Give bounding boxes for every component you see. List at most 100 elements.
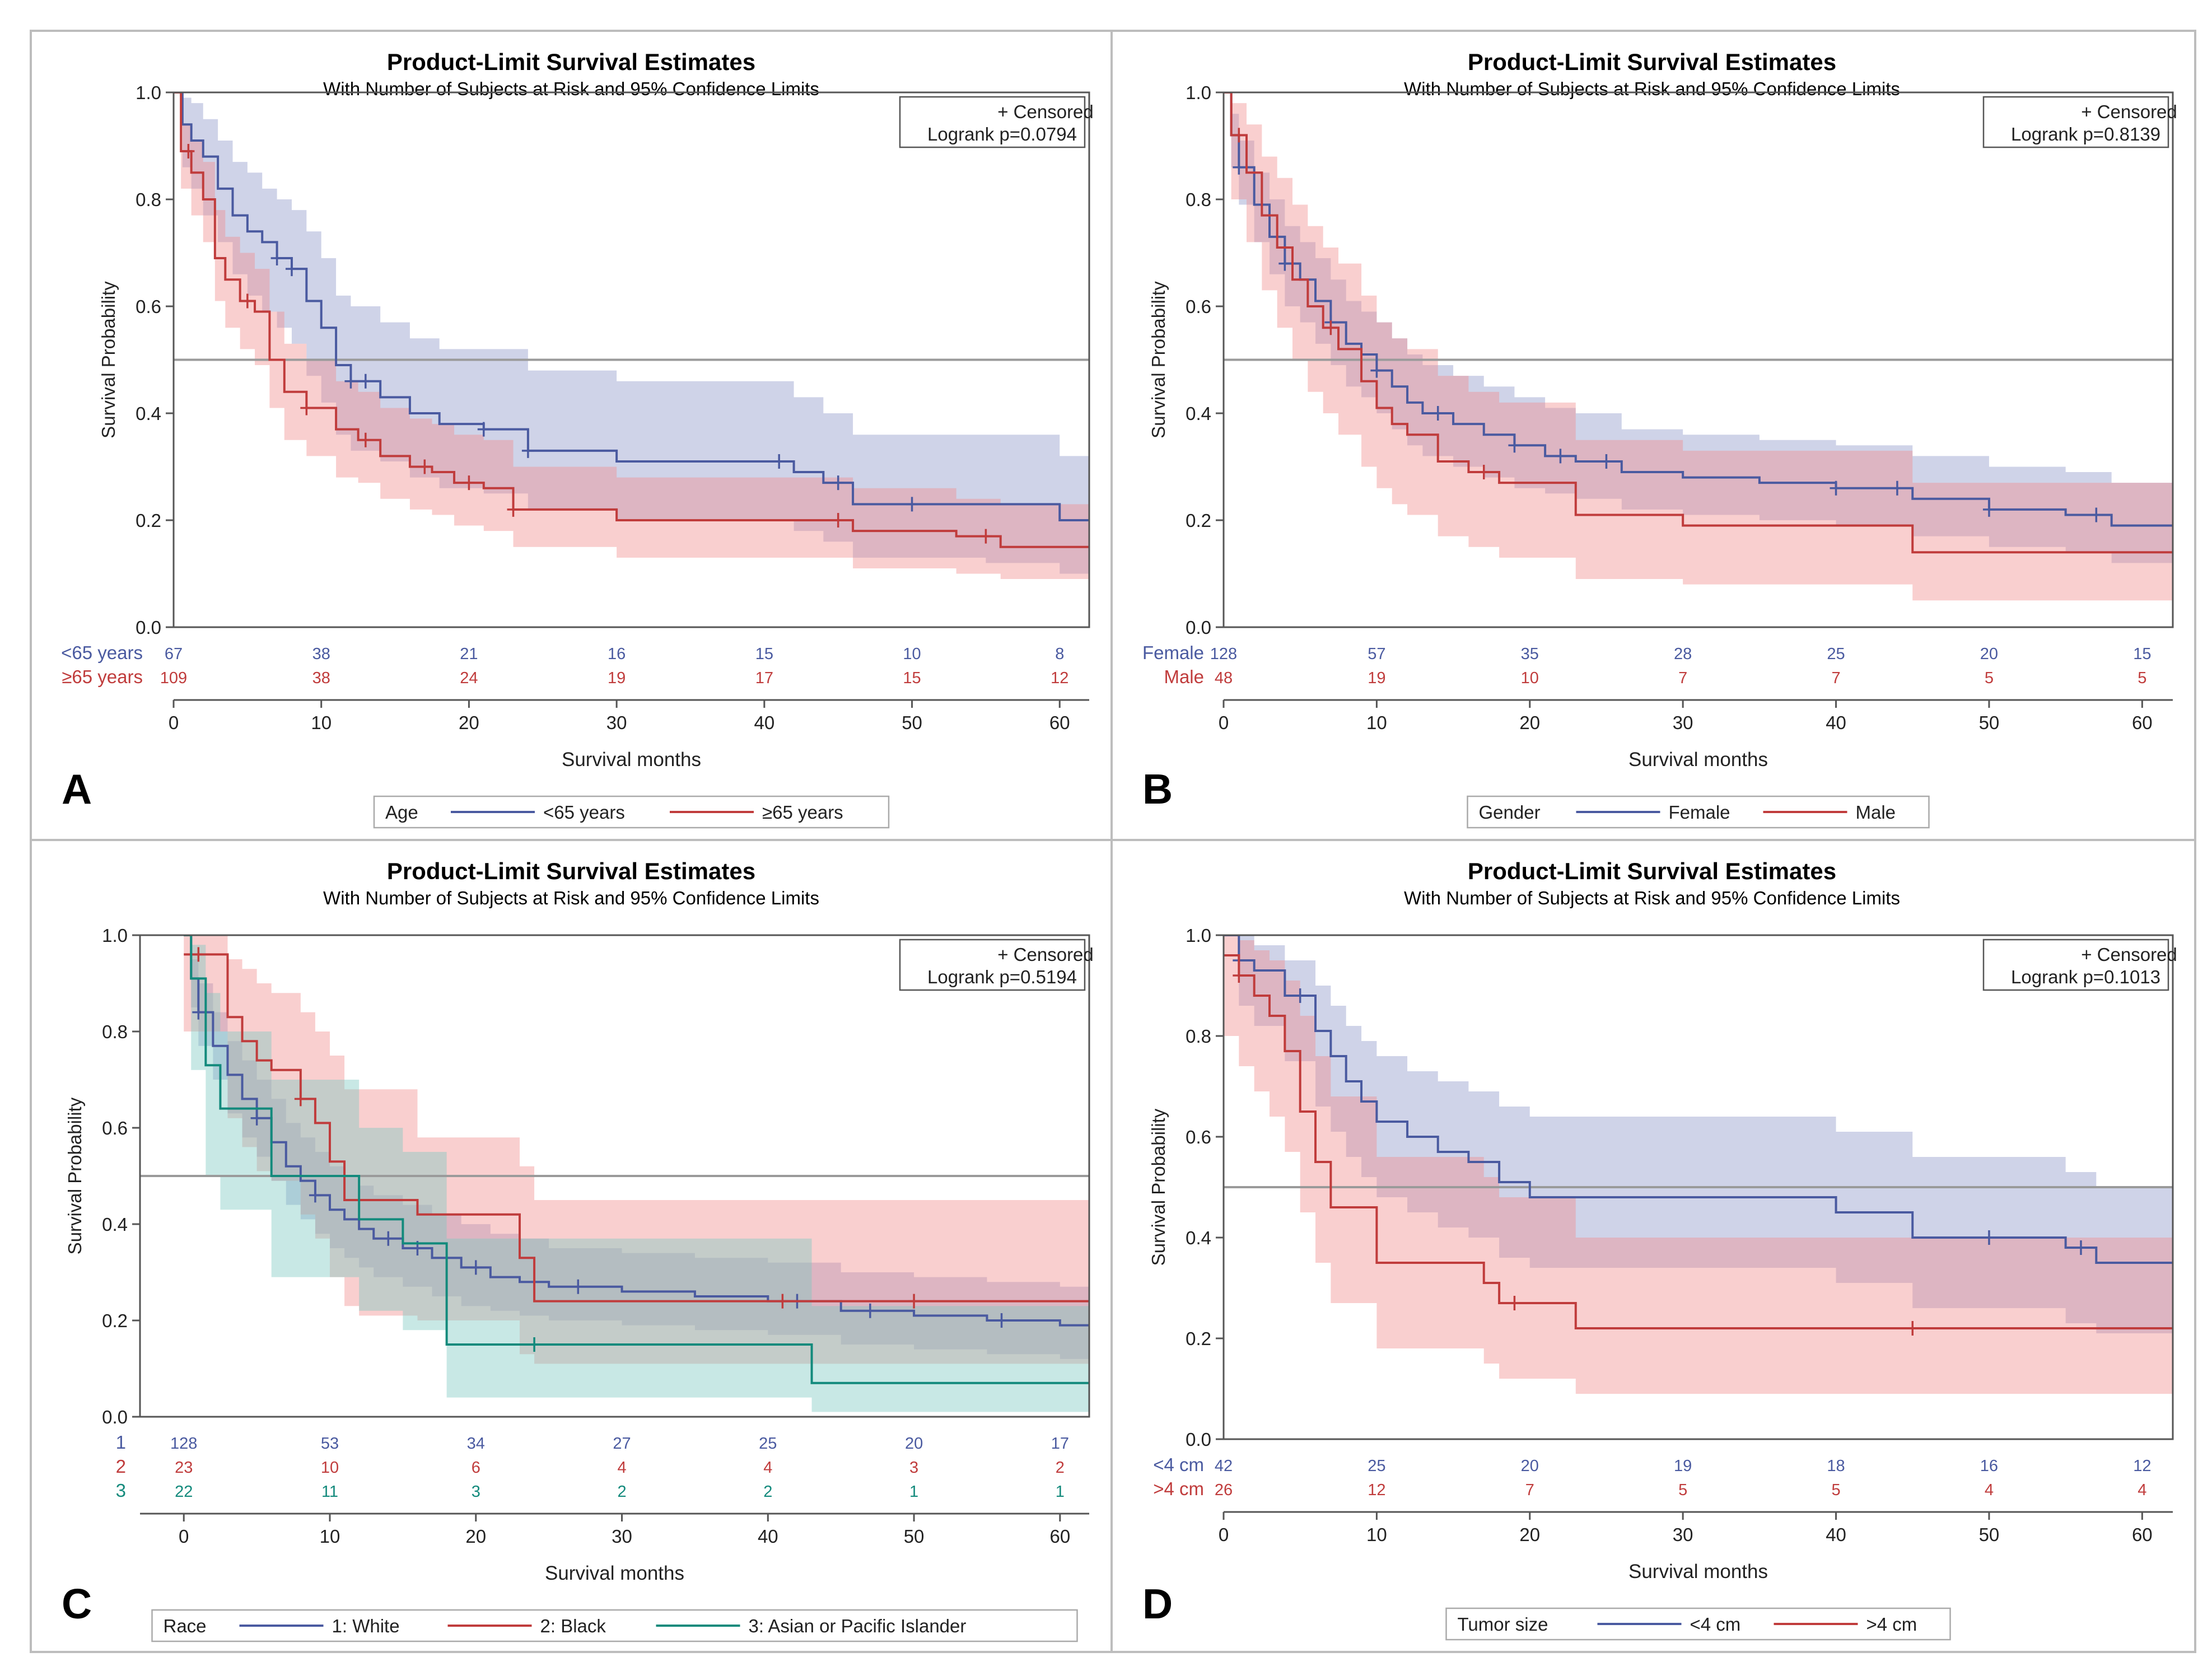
risk-count: 128 bbox=[1210, 645, 1237, 663]
censor-mark bbox=[995, 1313, 1008, 1328]
censor-mark bbox=[1233, 128, 1245, 143]
confidence-band-3 bbox=[184, 935, 1089, 1412]
risk-count: 4 bbox=[2138, 1481, 2146, 1499]
x-tick-label: 30 bbox=[606, 712, 627, 733]
legend-label: <65 years bbox=[543, 802, 625, 823]
risk-count: 5 bbox=[1985, 669, 1994, 687]
risk-count: 15 bbox=[2133, 645, 2151, 663]
plot-frame bbox=[1222, 934, 2174, 1440]
risk-count: 38 bbox=[312, 669, 330, 687]
y-tick-label: 0.8 bbox=[102, 1021, 128, 1042]
legend-title: Tumor size bbox=[1458, 1614, 1548, 1635]
risk-count: 3 bbox=[909, 1459, 918, 1477]
risk-count: 7 bbox=[1678, 669, 1687, 687]
inset-box bbox=[899, 939, 1086, 991]
survival-curve-2 bbox=[174, 92, 1089, 548]
legend-box bbox=[373, 795, 890, 829]
x-tick-label: 50 bbox=[1979, 712, 2000, 733]
y-axis-label: Survival Probability bbox=[1148, 1108, 1169, 1266]
risk-count: 24 bbox=[460, 669, 478, 687]
y-axis-label: Survival Probability bbox=[64, 1097, 85, 1254]
plot-frame bbox=[172, 91, 1090, 628]
risk-count: 57 bbox=[1368, 645, 1385, 663]
panel-letter: C bbox=[62, 1580, 92, 1627]
plot-frame bbox=[1222, 91, 2174, 628]
chart-subtitle: With Number of Subjects at Risk and 95% … bbox=[1404, 888, 1900, 908]
y-tick-label: 0.4 bbox=[136, 403, 161, 424]
legend-box bbox=[1467, 795, 1930, 829]
censor-mark bbox=[182, 144, 195, 159]
panel-b: Product-Limit Survival Estimates With Num… bbox=[1142, 49, 2177, 829]
x-tick-label: 20 bbox=[459, 712, 479, 733]
risk-count: 5 bbox=[1678, 1481, 1687, 1499]
risk-count: 109 bbox=[160, 669, 187, 687]
risk-count: 20 bbox=[905, 1435, 923, 1453]
risk-row-label: Female bbox=[1142, 642, 1204, 663]
plot-area bbox=[1224, 92, 2173, 601]
logrank-pvalue: Logrank p=0.8139 bbox=[2011, 124, 2160, 144]
legend-label: Male bbox=[1856, 802, 1896, 823]
censor-mark bbox=[250, 1110, 263, 1126]
confidence-band-2 bbox=[184, 935, 1089, 1364]
logrank-pvalue: Logrank p=0.1013 bbox=[2011, 967, 2160, 987]
risk-count: 16 bbox=[1980, 1457, 1998, 1475]
censor-mark bbox=[1906, 1321, 1919, 1336]
x-tick-label: 30 bbox=[612, 1526, 632, 1547]
censor-mark bbox=[1508, 1296, 1521, 1310]
x-tick-label: 30 bbox=[1673, 1524, 1693, 1545]
risk-count: 23 bbox=[175, 1459, 193, 1477]
risk-count: 27 bbox=[613, 1435, 631, 1453]
risk-count: 1 bbox=[1056, 1483, 1065, 1501]
risk-count: 42 bbox=[1215, 1457, 1233, 1475]
risk-count: 5 bbox=[1831, 1481, 1840, 1499]
risk-count: 21 bbox=[460, 645, 478, 663]
risk-count: 2 bbox=[1056, 1459, 1065, 1477]
x-tick-label: 10 bbox=[311, 712, 332, 733]
chart-title: Product-Limit Survival Estimates bbox=[1468, 858, 1836, 884]
censor-mark bbox=[359, 374, 372, 389]
risk-count: 19 bbox=[1674, 1457, 1692, 1475]
y-tick-label: 1.0 bbox=[136, 82, 161, 103]
chart-title: Product-Limit Survival Estimates bbox=[387, 49, 755, 75]
chart-subtitle: With Number of Subjects at Risk and 95% … bbox=[1404, 78, 1900, 99]
x-axis-label: Survival months bbox=[1628, 1561, 1768, 1583]
risk-count: 15 bbox=[903, 669, 921, 687]
censor-mark bbox=[908, 1294, 921, 1309]
survival-curve-1 bbox=[1224, 935, 2173, 1264]
censor-mark bbox=[359, 432, 372, 447]
censored-note: + Censored bbox=[997, 944, 1094, 965]
logrank-pvalue: Logrank p=0.0794 bbox=[927, 124, 1077, 144]
censor-mark bbox=[270, 251, 283, 266]
legend-title: Age bbox=[385, 802, 418, 823]
risk-count: 5 bbox=[2138, 669, 2146, 687]
risk-count: 12 bbox=[1368, 1481, 1385, 1499]
x-tick-label: 0 bbox=[1219, 1524, 1229, 1545]
x-tick-label: 20 bbox=[1519, 712, 1540, 733]
censor-mark bbox=[192, 1005, 205, 1020]
y-tick-label: 0.8 bbox=[136, 189, 161, 210]
risk-row-label: 1 bbox=[116, 1432, 126, 1453]
censor-mark bbox=[1600, 454, 1613, 469]
censor-mark bbox=[477, 422, 490, 437]
legend-label: Female bbox=[1669, 802, 1730, 823]
legend-box bbox=[1445, 1607, 1951, 1641]
x-tick-label: 0 bbox=[1219, 712, 1229, 733]
censor-mark bbox=[2074, 1240, 2087, 1255]
risk-count: 17 bbox=[755, 669, 773, 687]
y-tick-label: 0.0 bbox=[136, 617, 161, 638]
risk-count: 4 bbox=[763, 1459, 772, 1477]
risk-row-label: ≥65 years bbox=[62, 666, 143, 687]
y-tick-label: 1.0 bbox=[102, 925, 128, 946]
figure-frame bbox=[30, 30, 2196, 1653]
censor-mark bbox=[418, 459, 431, 474]
confidence-band-1 bbox=[1224, 92, 2173, 563]
risk-count: 11 bbox=[321, 1483, 338, 1501]
censor-mark bbox=[773, 454, 786, 469]
x-tick-label: 60 bbox=[2132, 712, 2153, 733]
x-tick-label: 10 bbox=[1366, 712, 1387, 733]
logrank-pvalue: Logrank p=0.5194 bbox=[927, 967, 1077, 987]
x-tick-label: 60 bbox=[1049, 1526, 1070, 1547]
panel-letter: B bbox=[1142, 766, 1173, 813]
risk-count: 128 bbox=[170, 1435, 197, 1453]
censor-mark bbox=[1324, 320, 1337, 335]
